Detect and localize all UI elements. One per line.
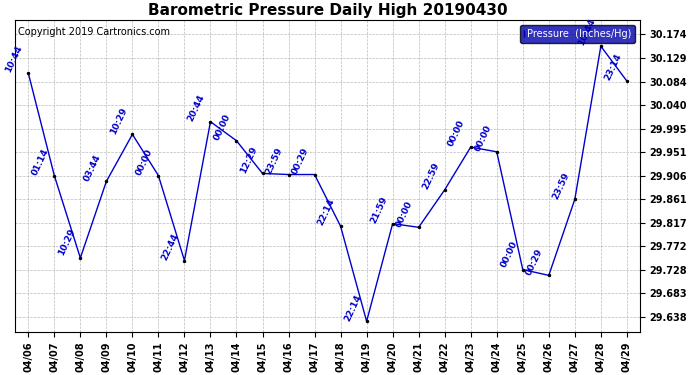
Text: 00:00: 00:00 bbox=[395, 199, 415, 228]
Text: 00:29: 00:29 bbox=[290, 146, 310, 176]
Text: 22:59: 22:59 bbox=[420, 161, 441, 191]
Text: 23:14: 23:14 bbox=[602, 52, 623, 82]
Text: 10:29: 10:29 bbox=[108, 106, 128, 135]
Text: 10:44: 10:44 bbox=[4, 44, 24, 74]
Text: 00:00: 00:00 bbox=[213, 112, 233, 142]
Text: 01:14: 01:14 bbox=[30, 147, 50, 177]
Text: 22:14: 22:14 bbox=[342, 292, 363, 322]
Text: 20:44: 20:44 bbox=[186, 93, 206, 123]
Text: 12:29: 12:29 bbox=[238, 145, 259, 174]
Text: 21:59: 21:59 bbox=[368, 195, 388, 225]
Text: 03:44: 03:44 bbox=[82, 153, 103, 183]
Text: 00:00: 00:00 bbox=[499, 239, 519, 268]
Text: 00:00: 00:00 bbox=[446, 119, 467, 148]
Text: 00:29: 00:29 bbox=[524, 247, 545, 276]
Text: 10:29: 10:29 bbox=[56, 227, 77, 257]
Text: 00:00: 00:00 bbox=[135, 147, 155, 177]
Text: 23:59: 23:59 bbox=[264, 146, 285, 176]
Text: 00:00: 00:00 bbox=[473, 124, 493, 153]
Legend: Pressure  (Inches/Hg): Pressure (Inches/Hg) bbox=[520, 25, 635, 43]
Text: 10:44: 10:44 bbox=[577, 17, 597, 47]
Text: 22:14: 22:14 bbox=[317, 198, 337, 227]
Text: 23:59: 23:59 bbox=[551, 171, 571, 200]
Text: 22:44: 22:44 bbox=[160, 232, 181, 262]
Title: Barometric Pressure Daily High 20190430: Barometric Pressure Daily High 20190430 bbox=[148, 3, 507, 18]
Text: Copyright 2019 Cartronics.com: Copyright 2019 Cartronics.com bbox=[19, 27, 170, 37]
